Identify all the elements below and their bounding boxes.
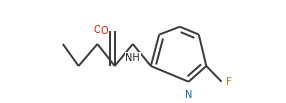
Text: NH: NH (125, 53, 140, 63)
Text: F: F (226, 77, 232, 87)
Text: O: O (101, 26, 108, 36)
Text: O: O (94, 25, 101, 35)
Text: N: N (185, 90, 192, 100)
